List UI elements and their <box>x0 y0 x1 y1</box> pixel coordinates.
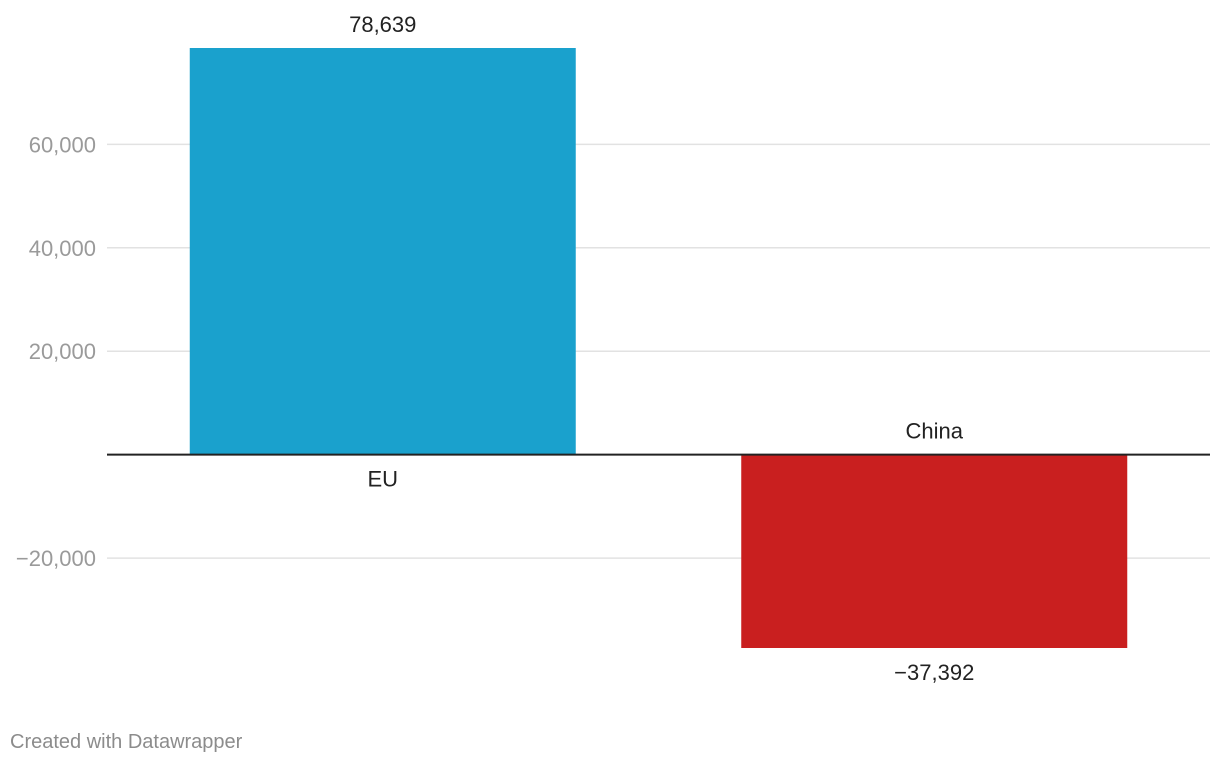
category-label: China <box>906 419 964 444</box>
category-label: EU <box>367 467 398 492</box>
y-tick-label: 20,000 <box>29 339 96 364</box>
y-tick-label: −20,000 <box>16 546 96 571</box>
y-tick-label: 40,000 <box>29 236 96 261</box>
y-tick-label: 60,000 <box>29 132 96 157</box>
footer-credit: Created with Datawrapper <box>10 731 243 753</box>
bar-china <box>741 454 1128 648</box>
value-label: 78,639 <box>349 12 416 37</box>
bar-eu <box>189 48 576 455</box>
value-label: −37,392 <box>894 660 974 685</box>
